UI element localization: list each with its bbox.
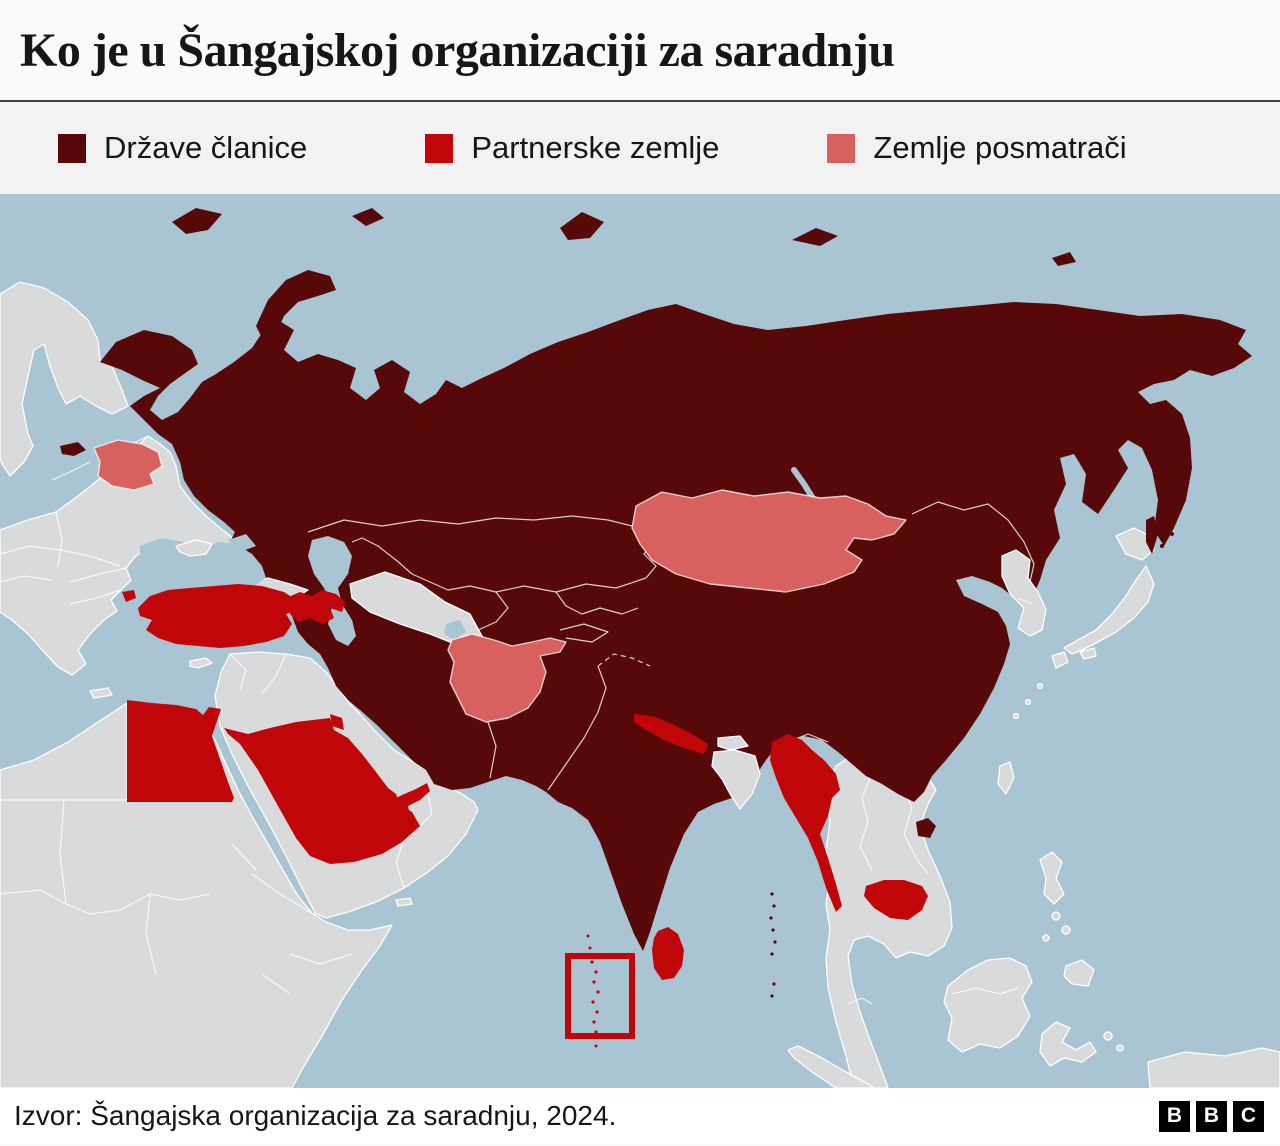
region-halmahera-2: [1116, 1044, 1124, 1052]
region-ryukyu-3: [1012, 712, 1020, 720]
member-swatch-icon: [58, 133, 86, 163]
caspian-sea: [308, 536, 356, 646]
border-russia-china-east: [911, 501, 1035, 583]
region-kyushu: [1051, 651, 1069, 669]
sea-of-azov: [228, 534, 256, 552]
region-egypt: [127, 700, 234, 802]
map: [0, 194, 1280, 1088]
region-turkey: [138, 584, 298, 648]
region-afghanistan: [447, 633, 567, 723]
region-franz-josef: [352, 208, 384, 226]
region-hainan: [916, 818, 936, 838]
source-note: Izvor: Šangajska organizacija za saradnj…: [14, 1100, 617, 1131]
region-scandinavia: [0, 281, 129, 477]
legend-item-observers: Zemlje posmatrači: [827, 130, 1127, 166]
region-severnaya-zemlya: [560, 212, 604, 240]
region-kuwait: [330, 714, 344, 730]
bbc-logo-block-2: B: [1196, 1100, 1227, 1132]
legend-label-observers: Zemlje posmatrači: [873, 130, 1127, 165]
region-visayas-2: [1061, 925, 1071, 935]
region-new-guinea: [1147, 1047, 1280, 1088]
region-hokkaido: [1115, 527, 1155, 561]
region-ryukyu-2: [1024, 698, 1032, 706]
black-sea: [140, 538, 266, 588]
border-kazakhstan-south: [351, 537, 647, 593]
region-sulawesi: [1039, 1021, 1097, 1067]
header: Ko je u Šangajskoj organizaciji za sarad…: [0, 0, 1280, 102]
eurasia-map-svg: [0, 194, 1280, 1088]
region-wrangel: [1052, 252, 1076, 266]
region-armenia-azerbaijan: [286, 590, 345, 624]
region-luzon: [1039, 851, 1065, 905]
region-sco-member-bloc: [100, 302, 1252, 951]
region-crete: [89, 687, 113, 699]
region-andaman-islands: [769, 892, 777, 998]
region-uae: [388, 783, 430, 816]
region-new-siberian-isles: [792, 228, 838, 246]
border-uzbekistan: [477, 591, 609, 643]
page-title: Ko je u Šangajskoj organizaciji za sarad…: [20, 23, 895, 77]
region-saudi-arabia: [224, 718, 420, 864]
region-mindanao: [1063, 959, 1095, 987]
region-borneo: [943, 957, 1033, 1053]
region-ryukyu-1: [1036, 682, 1044, 690]
region-halmahera-1: [1103, 1031, 1113, 1041]
region-visayas-1: [1051, 911, 1061, 921]
bbc-logo-block-1: B: [1159, 1100, 1190, 1132]
region-sumatra: [787, 1045, 875, 1088]
region-kuril-2: [1170, 532, 1174, 536]
bbc-logo-block-3: C: [1233, 1100, 1264, 1132]
region-myanmar: [770, 734, 842, 912]
region-nepal: [634, 714, 708, 754]
region-cyprus: [189, 657, 213, 669]
borneo-border: [951, 987, 1019, 995]
region-bahrain: [359, 789, 365, 795]
region-honshu: [1063, 565, 1155, 655]
border-kyrgyzstan: [555, 591, 639, 615]
region-novaya-zemlya: [256, 270, 336, 338]
region-sri-lanka: [652, 927, 684, 980]
footer: Izvor: Šangajska organizacija za saradnj…: [0, 1088, 1280, 1144]
border-korea-dmz: [1017, 597, 1033, 605]
region-svalbard-isles: [172, 208, 222, 234]
region-bhutan: [717, 735, 749, 751]
region-palawan: [1042, 934, 1050, 942]
lake-baikal: [791, 467, 817, 503]
region-kuril-1: [1160, 544, 1164, 548]
region-crimea: [175, 539, 213, 557]
region-bangladesh: [711, 749, 761, 810]
region-qatar: [366, 786, 378, 808]
legend: Države članice Partnerske zemlje Zemlje …: [0, 102, 1280, 194]
arabia-borders: [229, 653, 433, 889]
region-turkey-thrace: [122, 590, 136, 602]
region-korea: [1001, 549, 1047, 637]
legend-item-partners: Partnerske zemlje: [425, 130, 719, 166]
observer-swatch-icon: [827, 133, 856, 163]
region-belarus: [93, 439, 163, 491]
legend-label-partners: Partnerske zemlje: [471, 130, 720, 165]
region-mongolia: [631, 489, 907, 593]
legend-label-members: Države članice: [104, 130, 308, 165]
region-cambodia: [864, 880, 928, 920]
region-taiwan: [997, 761, 1015, 795]
aral-sea: [444, 620, 466, 640]
region-maldives: [586, 934, 600, 1048]
legend-item-members: Države članice: [58, 130, 307, 166]
region-shikoku: [1079, 647, 1097, 660]
bbc-logo: B B C: [1159, 1100, 1264, 1132]
border-india-pakistan: [547, 665, 607, 791]
border-kashmir: [597, 653, 651, 667]
region-socotra: [395, 897, 413, 907]
region-sakhalin: [1146, 516, 1158, 554]
maldives-highlight-box: [565, 953, 635, 1039]
region-kaliningrad: [60, 442, 86, 456]
partner-swatch-icon: [425, 133, 454, 163]
